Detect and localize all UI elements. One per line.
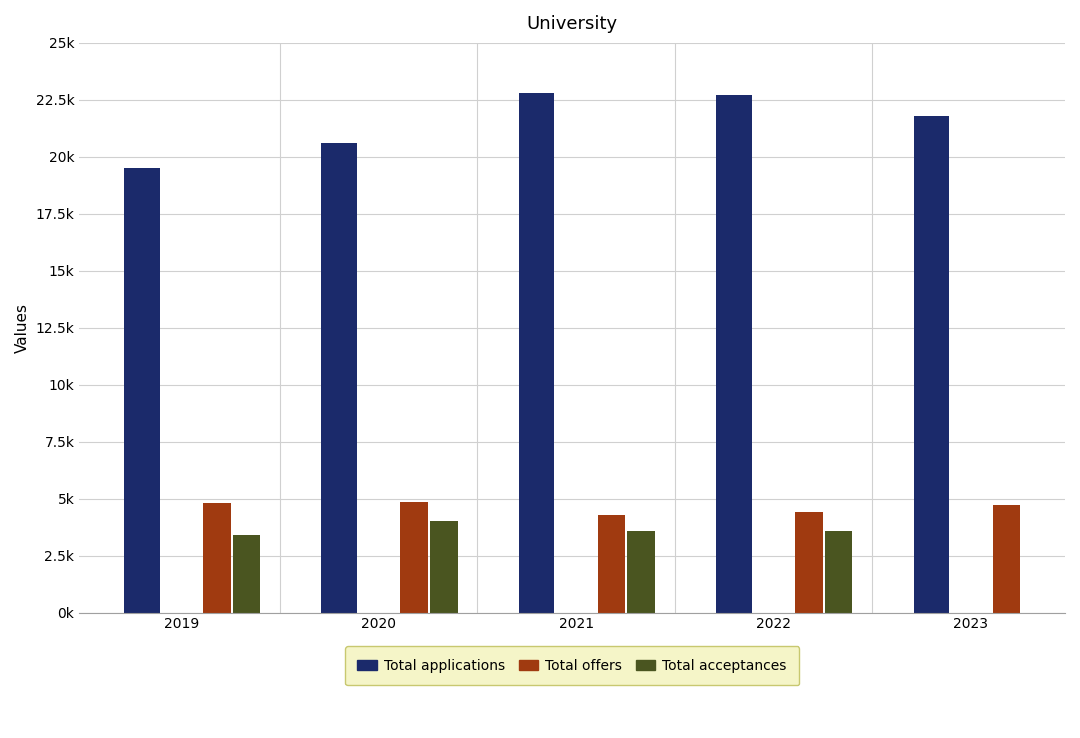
- Legend: Total applications, Total offers, Total acceptances: Total applications, Total offers, Total …: [345, 646, 799, 686]
- Bar: [401, 502, 428, 613]
- Bar: [518, 93, 554, 613]
- Bar: [598, 514, 625, 613]
- Bar: [627, 531, 656, 613]
- Bar: [203, 503, 231, 613]
- Bar: [795, 512, 823, 613]
- Bar: [993, 506, 1021, 613]
- Bar: [322, 143, 357, 613]
- Bar: [716, 95, 752, 613]
- Bar: [430, 521, 458, 613]
- Y-axis label: Values: Values: [15, 303, 30, 353]
- Bar: [825, 531, 852, 613]
- Bar: [914, 116, 949, 613]
- Title: University: University: [527, 15, 618, 33]
- Bar: [232, 535, 260, 613]
- Bar: [124, 168, 160, 613]
